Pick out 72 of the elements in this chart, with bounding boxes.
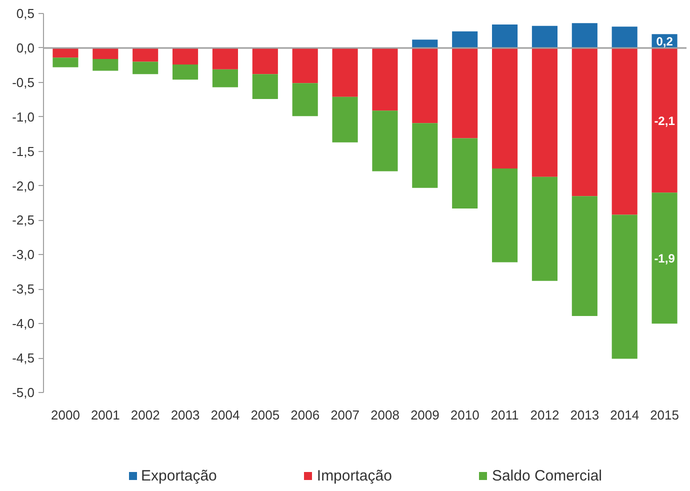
bar (92, 58, 118, 71)
x-tick-label: 2013 (570, 408, 600, 422)
bar (52, 48, 78, 58)
x-tick-label: 2005 (250, 408, 280, 422)
bar (492, 48, 518, 169)
bar (292, 48, 318, 84)
x-tick-label: 2001 (90, 408, 120, 422)
bar (132, 62, 158, 74)
x-tick-label: 2004 (210, 408, 240, 422)
x-tick-label: 2015 (650, 408, 679, 422)
legend-label: Importação (316, 467, 392, 484)
bar (572, 23, 598, 48)
x-tick-label: 2000 (51, 408, 80, 422)
bar (452, 31, 478, 48)
y-tick-label: -1,0 (12, 109, 35, 124)
legend-label: Exportação (141, 467, 217, 484)
y-tick-label: -1,5 (12, 144, 35, 159)
bar (572, 48, 598, 196)
bar (372, 48, 398, 111)
bar (652, 192, 678, 324)
x-tick-label: 2007 (330, 408, 360, 422)
bar (612, 26, 638, 48)
x-tick-label: 2003 (170, 408, 200, 422)
bar (412, 40, 438, 48)
bar (492, 168, 518, 262)
y-tick-label: -2,0 (12, 178, 35, 194)
bar (252, 48, 278, 74)
y-tick-label: -0,5 (12, 74, 35, 90)
bar (172, 64, 198, 80)
bar (612, 214, 638, 359)
y-tick-label: -3,5 (12, 282, 35, 297)
legend-label: Saldo Comercial (492, 467, 602, 484)
x-tick-label: 2008 (370, 408, 400, 422)
bar (92, 48, 118, 59)
bar (332, 96, 358, 142)
bar (532, 48, 558, 177)
bar (412, 123, 438, 188)
bar (292, 83, 318, 116)
bar (252, 74, 278, 99)
x-tick-label: 2002 (130, 408, 160, 422)
bar (532, 26, 558, 48)
data-label: 0,2 (656, 34, 674, 49)
x-tick-label: 2006 (290, 408, 320, 422)
bar (452, 138, 478, 209)
bar (52, 58, 78, 68)
y-tick-label: 0,0 (16, 40, 35, 56)
bar (572, 196, 598, 316)
bar (452, 48, 478, 138)
bar (212, 69, 238, 88)
y-tick-label: -5,0 (12, 385, 35, 400)
x-tick-label: 2014 (610, 408, 640, 422)
data-label: -1,9 (654, 252, 676, 266)
bar (132, 48, 158, 62)
x-tick-label: 2011 (490, 408, 519, 422)
bar (372, 110, 398, 172)
bar (532, 176, 558, 281)
bar (172, 48, 198, 64)
x-tick-label: 2012 (530, 408, 560, 422)
x-tick-label: 2010 (450, 408, 480, 422)
bar (652, 48, 678, 193)
y-tick-label: -4,0 (12, 316, 35, 332)
y-tick-label: 0,5 (16, 6, 35, 21)
bar (492, 24, 518, 48)
bar (612, 48, 638, 215)
y-tick-label: -3,0 (12, 247, 35, 262)
bar (212, 48, 238, 70)
bar (332, 48, 358, 97)
x-tick-label: 2009 (410, 408, 440, 422)
data-label: -2,1 (654, 114, 676, 128)
bar (412, 48, 438, 124)
y-tick-label: -2,5 (12, 212, 35, 228)
y-tick-label: -4,5 (12, 350, 35, 366)
